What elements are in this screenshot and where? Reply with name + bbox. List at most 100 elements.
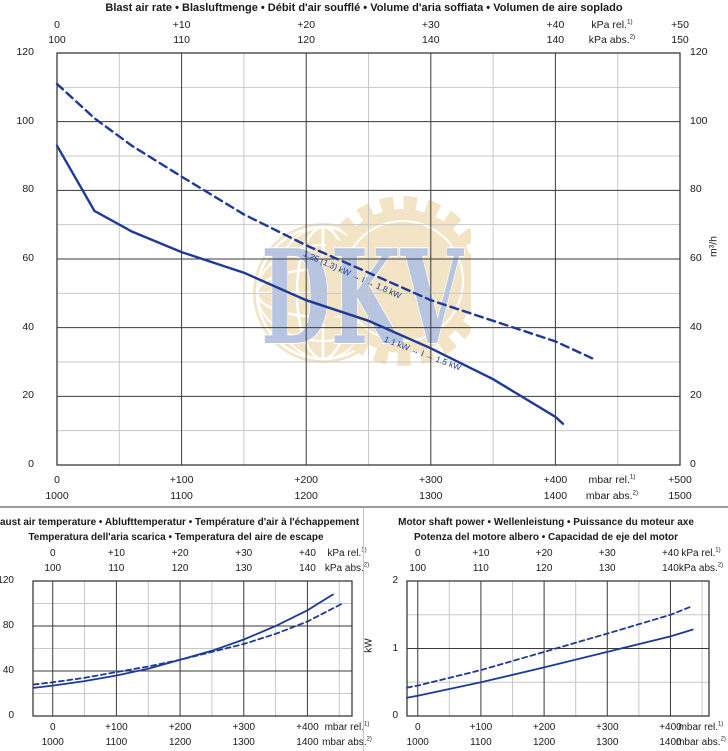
x-axis-tick-label-abs: 140 [546,34,565,46]
x-axis-tick-label-abs: 1300 [596,737,619,748]
x-axis-tick-label-abs: 110 [108,563,125,574]
x-axis-tick-label-abs: 130 [598,563,616,574]
x-axis-tick-label-abs: 1200 [168,737,192,748]
x-axis-tick-label-abs: 150 [671,34,689,46]
x-axis-tick-label-rel: +300 [418,474,443,486]
x-axis-tick-label-rel: +200 [532,722,556,733]
x-axis-tick-label-rel: +400 [296,722,319,733]
x-axis-tick-label-abs: 120 [535,563,553,574]
x-axis-tick-label-rel: 0 [49,722,56,733]
x-axis-unit-rel: kPa rel.1) [327,548,366,559]
x-axis-tick-label-rel: +20 [171,548,189,559]
x-axis-tick-label-rel: +400 [659,722,682,733]
x-axis-unit-abs: kPa abs.2) [588,33,636,46]
chart-title-line: Motor shaft power • Wellenleistung • Pui… [398,517,694,528]
x-axis-tick-label-rel: 0 [414,722,421,733]
x-axis-tick-label-rel: +10 [107,548,125,559]
x-axis-tick-label-abs: 120 [171,563,189,574]
x-axis-tick-label-abs: 1100 [105,737,128,748]
x-axis-tick-label-abs: 1100 [470,737,492,748]
y-axis-tick-label-right: 40 [690,320,702,333]
x-axis-tick-label-abs: 1000 [406,737,429,748]
y-axis-tick-label: 20 [22,389,34,402]
x-axis-tick-label-rel: +40 [298,548,316,559]
x-axis-tick-label-rel: 0 [414,548,421,559]
x-axis-tick-label-abs: 1100 [170,490,193,502]
x-axis-tick-label-abs: 110 [472,563,489,574]
y-axis-tick-label: 0 [392,710,398,721]
x-axis-tick-label-abs: 1200 [532,737,556,748]
x-axis-tick-label-rel: +100 [169,474,194,486]
x-axis-tick-label-abs: 140 [662,563,679,574]
x-axis-unit-abs: mbar abs.2) [676,736,726,748]
x-axis-tick-label-rel: +400 [543,474,568,486]
x-axis-tick-label-rel: +10 [472,548,490,559]
x-axis-tick-label-rel: 0 [54,474,60,486]
y-axis-tick-label: 80 [2,620,14,631]
chart-title-line: Potenza del motore albero • Capacidad de… [413,532,679,543]
y-axis-tick-label: 100 [16,114,34,127]
x-axis-tick-label-rel: +200 [168,722,192,733]
x-axis-tick-label-abs: 1400 [659,737,682,748]
chart-title-line: Temperatura dell'aria scarica • Temperat… [28,532,324,543]
x-axis-unit-abs: kPa abs.2) [678,562,724,574]
x-axis-tick-label-abs: 120 [297,34,315,46]
x-axis-tick-label-rel: +20 [535,548,553,559]
x-axis-tick-label-abs: 1500 [668,490,692,502]
x-axis-unit-rel: mbar rel.1) [588,473,636,486]
x-axis-tick-label-abs: 140 [299,563,316,574]
x-axis-unit-abs: mbar abs.2) [585,489,639,502]
x-axis-unit-rel: kPa rel.1) [591,18,633,31]
chart-title-line: aust air temperature • Ablufttemperatur … [0,517,360,528]
x-axis-tick-label-rel: +300 [596,722,619,733]
x-axis-tick-label-abs: 1400 [543,490,568,502]
x-axis-tick-label-abs: 130 [235,563,253,574]
x-axis-tick-label-rel: +300 [232,722,256,733]
y-axis-tick-label-right: 120 [690,46,708,58]
x-axis-tick-label-abs: 100 [409,563,427,574]
x-axis-tick-label-rel: +20 [297,19,316,31]
y-axis-tick-label: 40 [2,665,14,676]
x-axis-unit-rel: mbar rel.1) [678,721,724,733]
y-axis-tick-label: 60 [22,252,34,264]
x-axis-tick-label-abs: 100 [48,34,66,46]
x-axis-tick-label-abs: 1300 [419,490,443,502]
x-axis-tick-label-rel: 0 [54,19,60,31]
x-axis-tick-label-rel: +100 [469,722,493,733]
x-axis-unit-rel: kPa rel.1) [681,547,721,559]
x-axis-tick-label-rel: +50 [671,19,689,31]
y-axis-tick-label: 80 [22,183,34,196]
y-axis-tick-label-right: 100 [690,114,708,127]
x-axis-tick-label-abs: 1400 [296,737,319,748]
chart-title: Blast air rate • Blasluftmenge • Débit d… [105,2,623,14]
x-axis-tick-label-rel: +200 [294,474,319,486]
x-axis-tick-label-rel: +100 [105,722,128,733]
x-axis-tick-label-abs: 1200 [294,490,318,502]
y-axis-tick-label: 40 [22,320,34,333]
x-axis-tick-label-rel: +10 [172,19,191,31]
y-axis-unit-label: kW [363,638,375,653]
x-axis-tick-label-rel: 0 [49,548,56,559]
x-axis-tick-label-rel: +500 [668,474,692,486]
x-axis-tick-label-rel: +40 [546,19,565,31]
x-axis-unit-abs: mbar abs.2) [322,736,372,748]
horizontal-divider [0,506,728,508]
x-axis-tick-label-rel: +30 [235,548,253,559]
y-axis-tick-label-right: 80 [690,183,702,196]
vertical-divider [363,508,364,751]
y-axis-tick-label: 2 [392,575,398,586]
x-axis-tick-label-abs: 1300 [232,737,255,748]
y-axis-tick-label-right: 60 [690,252,702,264]
x-axis-tick-label-abs: 1000 [45,490,69,502]
y-axis-tick-label: 0 [8,710,14,721]
x-axis-unit-rel: mbar rel.1) [324,721,370,733]
x-axis-tick-label-rel: +30 [598,548,616,559]
y-axis-unit-label: m³/h [707,236,720,257]
x-axis-tick-label-rel: +40 [661,548,679,559]
y-axis-tick-label: 1 [392,642,398,654]
y-axis-tick-label-right: 0 [690,458,696,470]
y-axis-tick-label: 120 [16,46,34,58]
x-axis-tick-label-abs: 100 [44,563,62,574]
